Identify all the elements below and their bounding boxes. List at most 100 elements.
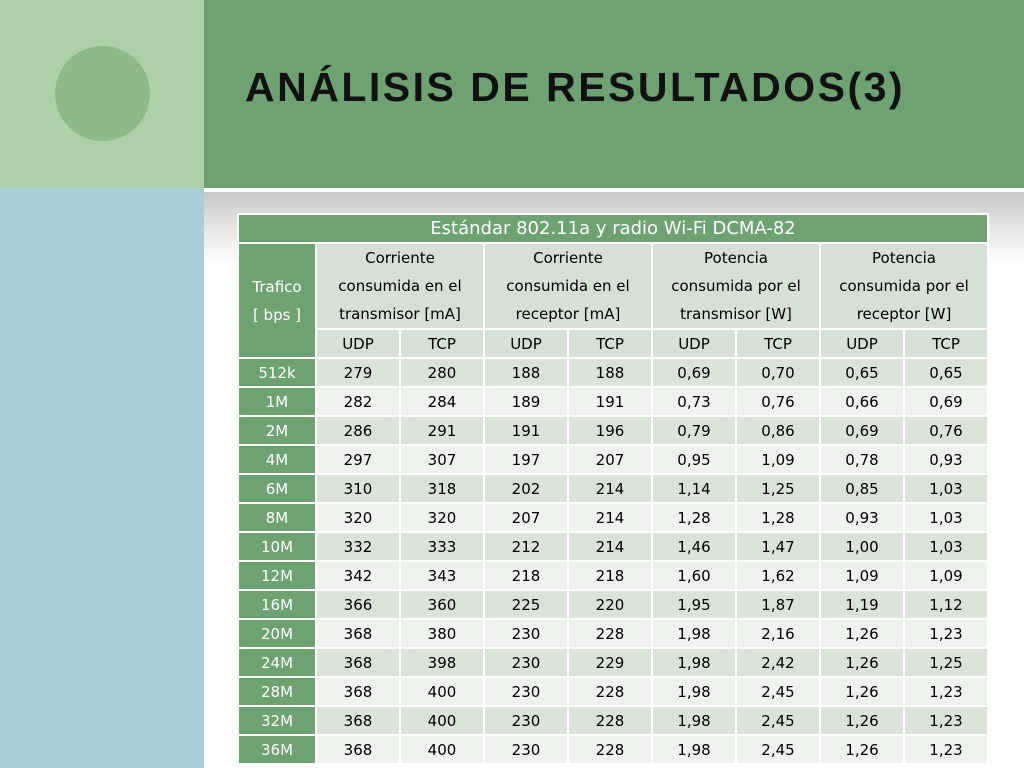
table-cell: 1,09	[903, 560, 989, 591]
subheader-udp: UDP	[315, 328, 401, 359]
table-row: 4M 297 307 197 207 0,95 1,09 0,78 0,93	[237, 444, 989, 475]
group-header-line: transmisor [mA]	[339, 305, 461, 323]
table-cell: 191	[483, 415, 569, 446]
table-cell: 214	[567, 531, 653, 562]
table-cell: 400	[399, 676, 485, 707]
table-cell: 0,69	[651, 357, 737, 388]
row-label: 24M	[237, 647, 317, 678]
table-cell: 332	[315, 531, 401, 562]
table-cell: 0,95	[651, 444, 737, 475]
table-cell: 212	[483, 531, 569, 562]
table-cell: 230	[483, 734, 569, 765]
table-cell: 307	[399, 444, 485, 475]
table-cell: 310	[315, 473, 401, 504]
table-cell: 202	[483, 473, 569, 504]
table-cell: 1,23	[903, 618, 989, 649]
table-cell: 220	[567, 589, 653, 620]
subheader-udp: UDP	[819, 328, 905, 359]
table-cell: 318	[399, 473, 485, 504]
row-label: 10M	[237, 531, 317, 562]
table-cell: 0,93	[903, 444, 989, 475]
table-cell: 400	[399, 705, 485, 736]
table-cell: 197	[483, 444, 569, 475]
table-cell: 343	[399, 560, 485, 591]
table-cell: 0,65	[819, 357, 905, 388]
table-cell: 0,73	[651, 386, 737, 417]
table-cell: 0,65	[903, 357, 989, 388]
table-cell: 2,42	[735, 647, 821, 678]
table-cell: 1,47	[735, 531, 821, 562]
row-label: 8M	[237, 502, 317, 533]
decor-panel-left	[0, 188, 204, 768]
table-cell: 228	[567, 676, 653, 707]
results-table: Estándar 802.11a y radio Wi-Fi DCMA-82 T…	[237, 213, 989, 765]
table-cell: 400	[399, 734, 485, 765]
table-cell: 0,66	[819, 386, 905, 417]
row-header-label: Trafico	[252, 277, 302, 296]
subheader-udp: UDP	[483, 328, 569, 359]
table-cell: 188	[567, 357, 653, 388]
row-label: 20M	[237, 618, 317, 649]
table-cell: 1,98	[651, 676, 737, 707]
table-cell: 368	[315, 734, 401, 765]
table-cell: 1,09	[735, 444, 821, 475]
table-cell: 398	[399, 647, 485, 678]
table-cell: 2,16	[735, 618, 821, 649]
table-cell: 1,62	[735, 560, 821, 591]
table-cell: 366	[315, 589, 401, 620]
table-cell: 1,26	[819, 705, 905, 736]
table-cell: 228	[567, 734, 653, 765]
table-cell: 1,23	[903, 676, 989, 707]
table-cell: 1,26	[819, 676, 905, 707]
table-cell: 228	[567, 618, 653, 649]
table-cell: 368	[315, 705, 401, 736]
table-caption: Estándar 802.11a y radio Wi-Fi DCMA-82	[237, 213, 989, 244]
table-row: 10M 332 333 212 214 1,46 1,47 1,00 1,03	[237, 531, 989, 562]
group-header-tx-power: Potencia consumida por el transmisor [W]	[651, 242, 821, 330]
table-cell: 1,98	[651, 734, 737, 765]
table-cell: 218	[567, 560, 653, 591]
row-label: 12M	[237, 560, 317, 591]
table-cell: 1,00	[819, 531, 905, 562]
table-cell: 230	[483, 676, 569, 707]
table-cell: 368	[315, 618, 401, 649]
table-cell: 0,85	[819, 473, 905, 504]
table-row: 16M 366 360 225 220 1,95 1,87 1,19 1,12	[237, 589, 989, 620]
table-cell: 1,95	[651, 589, 737, 620]
table-cell: 280	[399, 357, 485, 388]
table-cell: 368	[315, 676, 401, 707]
table-cell: 229	[567, 647, 653, 678]
table-cell: 1,03	[903, 531, 989, 562]
table-cell: 1,98	[651, 618, 737, 649]
table-cell: 0,86	[735, 415, 821, 446]
row-label: 32M	[237, 705, 317, 736]
table-cell: 1,87	[735, 589, 821, 620]
table-cell: 320	[315, 502, 401, 533]
subheader-tcp: TCP	[903, 328, 989, 359]
group-header-line: consumida en el	[506, 277, 630, 295]
row-label: 36M	[237, 734, 317, 765]
subheader-udp: UDP	[651, 328, 737, 359]
table-row: 6M 310 318 202 214 1,14 1,25 0,85 1,03	[237, 473, 989, 504]
table-cell: 230	[483, 705, 569, 736]
table-cell: 230	[483, 647, 569, 678]
row-header-unit: [ bps ]	[252, 305, 302, 324]
table-row: 12M 342 343 218 218 1,60 1,62 1,09 1,09	[237, 560, 989, 591]
row-label: 16M	[237, 589, 317, 620]
group-header-line: receptor [mA]	[515, 305, 621, 323]
table-row: 36M 368 400 230 228 1,98 2,45 1,26 1,23	[237, 734, 989, 765]
table-cell: 0,76	[735, 386, 821, 417]
table-row: 28M 368 400 230 228 1,98 2,45 1,26 1,23	[237, 676, 989, 707]
table-cell: 1,28	[735, 502, 821, 533]
table-cell: 207	[483, 502, 569, 533]
table-row: 20M 368 380 230 228 1,98 2,16 1,26 1,23	[237, 618, 989, 649]
table-row: 512k 279 280 188 188 0,69 0,70 0,65 0,65	[237, 357, 989, 388]
row-label: 28M	[237, 676, 317, 707]
decor-divider	[204, 188, 1024, 192]
table-cell: 0,79	[651, 415, 737, 446]
table-cell: 368	[315, 647, 401, 678]
subheader-tcp: TCP	[567, 328, 653, 359]
group-header-line: Potencia	[872, 249, 936, 267]
subheader-tcp: TCP	[735, 328, 821, 359]
table-cell: 2,45	[735, 734, 821, 765]
